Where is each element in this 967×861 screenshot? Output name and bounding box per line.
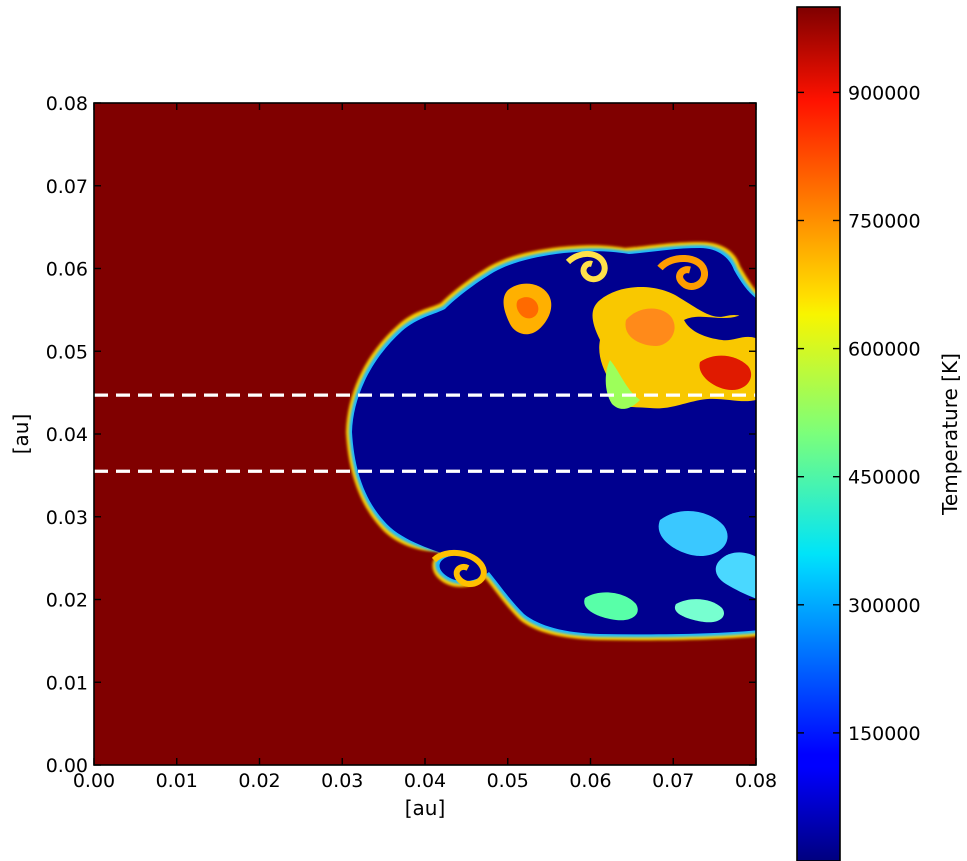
- mixing-blob-upper-2: [516, 297, 539, 319]
- colorbar-ticks: 150000 300000 450000 600000 750000 900000: [797, 82, 921, 745]
- x-axis-label: [au]: [405, 796, 446, 820]
- mixing-blob-lower-2: [658, 511, 728, 556]
- x-tick-label: 0.04: [404, 770, 446, 792]
- y-tick-label: 0.05: [46, 341, 88, 363]
- cold-finger-upper: [684, 301, 756, 341]
- x-tick-label: 0.05: [487, 770, 529, 792]
- mixing-blob-lower-3: [674, 599, 724, 623]
- x-tick-label: 0.00: [73, 770, 115, 792]
- x-tick-label: 0.08: [735, 770, 777, 792]
- heatmap-field: [94, 103, 756, 765]
- y-axis-label: [au]: [9, 414, 33, 455]
- x-tick-label: 0.07: [652, 770, 694, 792]
- dashed-reference-lines: [94, 393, 756, 473]
- y-tick-label: 0.00: [46, 755, 88, 777]
- colorbar-tick-label: 150000: [848, 723, 921, 745]
- colorbar: [796, 6, 841, 861]
- y-tick-label: 0.08: [46, 93, 88, 115]
- mixing-blob-lower-1: [584, 592, 638, 621]
- y-axis-ticks: 0.00 0.01 0.02 0.03 0.04 0.05 0.06 0.07 0.08: [46, 93, 756, 777]
- hot-mixing-core: [625, 308, 675, 346]
- y-tick-label: 0.06: [46, 259, 88, 281]
- x-axis-ticks: 0.00 0.01 0.02 0.03 0.04 0.05 0.06 0.07 0.08: [73, 103, 777, 792]
- colorbar-tick-label: 600000: [848, 339, 921, 361]
- colorbar-label: Temperature [K]: [938, 353, 962, 516]
- y-tick-label: 0.03: [46, 507, 88, 529]
- mixing-curl-2: [657, 255, 709, 290]
- mixing-curl-1: [565, 251, 608, 283]
- hot-mixing-red: [699, 355, 752, 390]
- x-tick-label: 0.01: [156, 770, 198, 792]
- mixing-blob-lower-4: [715, 552, 756, 599]
- x-tick-label: 0.02: [238, 770, 280, 792]
- colorbar-tick-label: 750000: [848, 211, 921, 233]
- y-tick-label: 0.02: [46, 590, 88, 612]
- colorbar-tick-label: 900000: [848, 82, 921, 104]
- colorbar-tick-label: 300000: [848, 595, 921, 617]
- colorbar-tick-label: 450000: [848, 467, 921, 489]
- y-tick-label: 0.07: [46, 176, 88, 198]
- mixing-curl-lower: [431, 549, 487, 587]
- x-tick-label: 0.06: [569, 770, 611, 792]
- y-tick-label: 0.01: [46, 672, 88, 694]
- y-tick-label: 0.04: [46, 424, 88, 446]
- x-tick-label: 0.03: [321, 770, 363, 792]
